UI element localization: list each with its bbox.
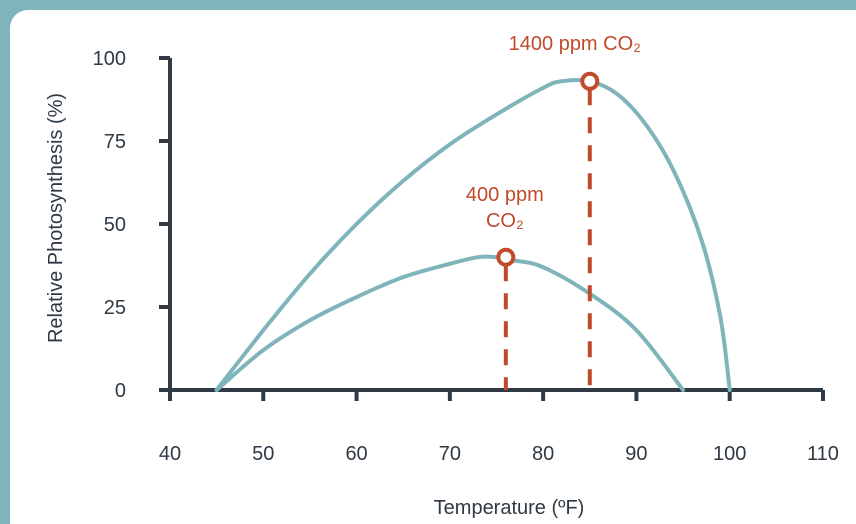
x-tick-label: 110	[807, 443, 839, 465]
x-tick-label: 40	[159, 443, 181, 465]
annotations: 1400 ppm CO₂ 400 ppm CO₂	[466, 33, 641, 390]
curves	[214, 77, 732, 392]
chart-frame: 0 25 50 75 100 40 50 60 70 80 90 100 110 1400 ppm CO…	[10, 10, 856, 524]
x-tick-label: 90	[625, 443, 647, 465]
x-tick-label: 50	[252, 443, 274, 465]
x-tick-label: 60	[345, 443, 367, 465]
y-tick-label: 75	[104, 131, 126, 153]
annotation-marker	[580, 71, 600, 91]
x-axis-title: Temperature (ºF)	[434, 497, 585, 519]
y-tick-label: 50	[104, 214, 126, 236]
annotation-marker	[496, 247, 516, 267]
y-axis-title: Relative Photosynthesis (%)	[45, 93, 67, 343]
series-line-1	[214, 77, 732, 392]
x-tick-label: 80	[532, 443, 554, 465]
annotation-label: 1400 ppm CO₂	[509, 33, 641, 55]
axes: 0 25 50 75 100 40 50 60 70 80 90 100 110	[93, 48, 839, 465]
x-tick-label: 70	[439, 443, 461, 465]
y-tick-label: 25	[104, 297, 126, 319]
chart: 0 25 50 75 100 40 50 60 70 80 90 100 110 1400 ppm CO…	[45, 33, 839, 519]
x-tick-label: 100	[713, 443, 746, 465]
annotation-label: CO₂	[486, 210, 524, 232]
annotation-label: 400 ppm	[466, 184, 544, 206]
series-line-2	[214, 254, 686, 392]
y-tick-label: 0	[115, 380, 126, 402]
y-tick-label: 100	[93, 48, 126, 70]
